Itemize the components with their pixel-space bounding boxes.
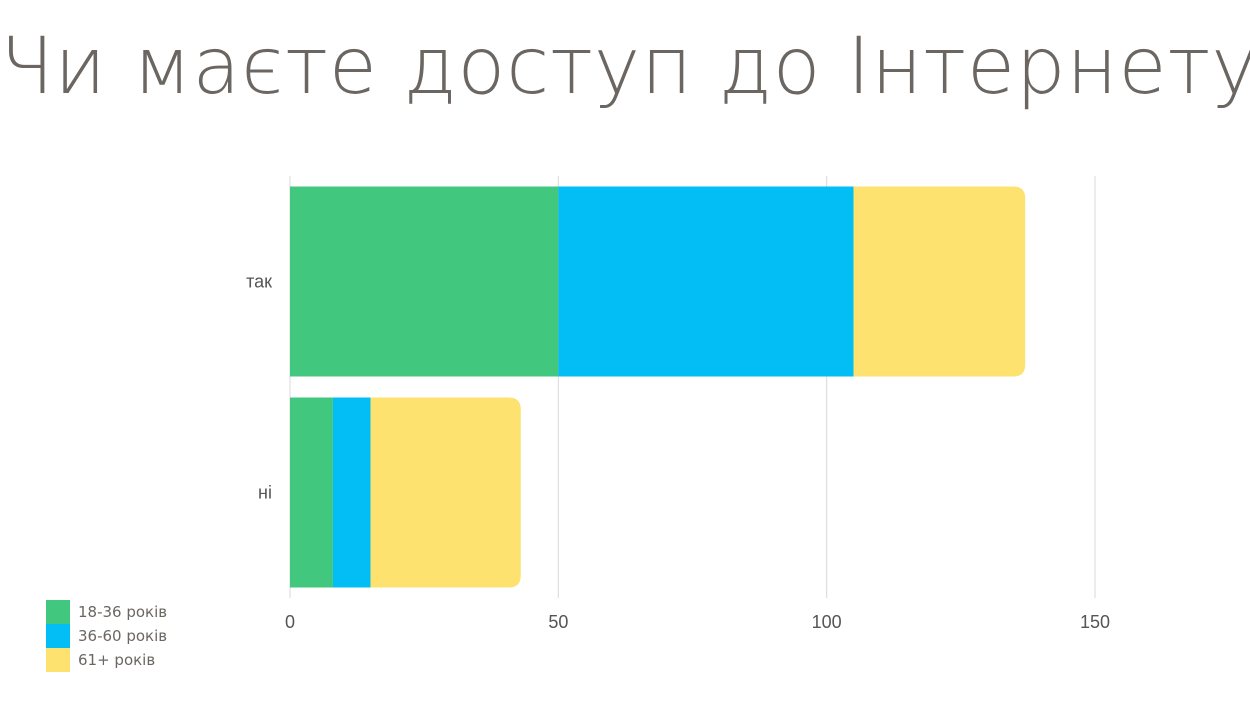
page-title: Чи маєте доступ до Інтернету? — [0, 22, 1250, 112]
x-tick-label: 150 — [1080, 612, 1110, 632]
legend-item: 36-60 років — [46, 624, 167, 648]
legend-swatch — [46, 600, 70, 624]
bar-segment — [558, 186, 854, 377]
bar-segment — [370, 397, 521, 588]
legend-swatch — [46, 624, 70, 648]
x-tick-label: 100 — [812, 612, 842, 632]
category-label: так — [246, 272, 272, 292]
legend-item: 18-36 років — [46, 600, 167, 624]
legend-label: 61+ років — [78, 651, 156, 669]
x-tick-label: 0 — [285, 612, 295, 632]
legend-swatch — [46, 648, 70, 672]
legend-label: 18-36 років — [78, 603, 168, 621]
legend: 18-36 років 36-60 років 61+ років — [46, 600, 167, 672]
bar-segment — [853, 186, 1026, 377]
legend-label: 36-60 років — [78, 627, 168, 645]
category-label: ні — [258, 483, 272, 503]
bar-segment — [290, 186, 559, 377]
bar-segment — [290, 397, 333, 588]
bar-segment — [332, 397, 371, 588]
legend-item: 61+ років — [46, 648, 167, 672]
x-tick-label: 50 — [548, 612, 568, 632]
